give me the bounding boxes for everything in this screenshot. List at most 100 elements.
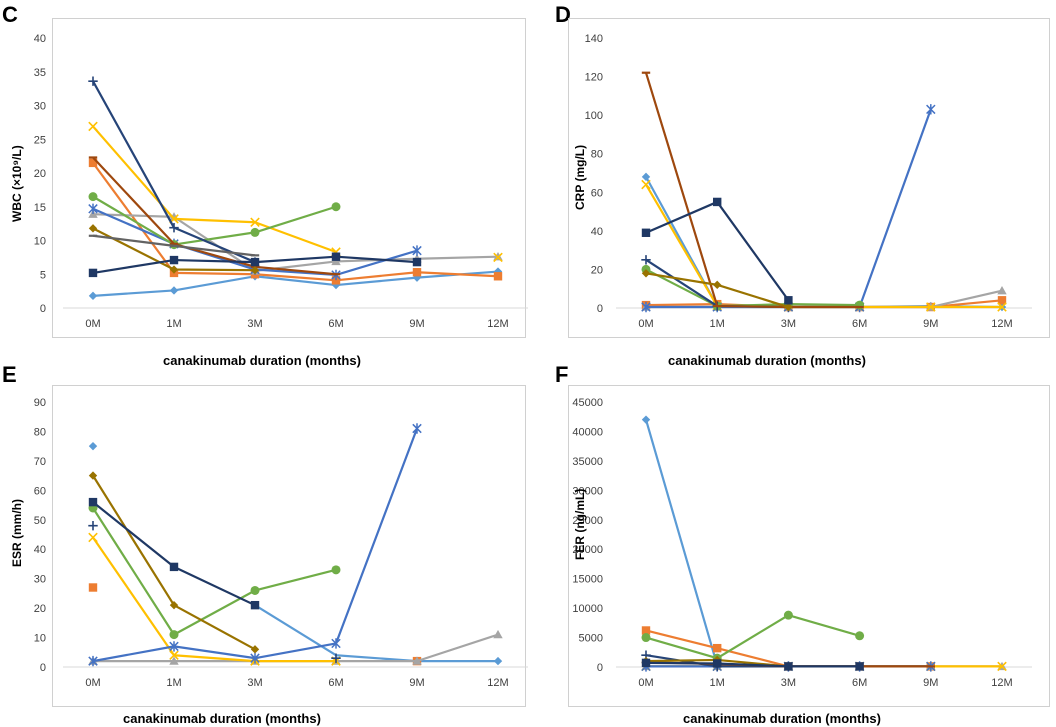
data-point bbox=[713, 643, 722, 653]
data-point bbox=[997, 285, 1007, 295]
data-point bbox=[331, 256, 341, 266]
data-point bbox=[169, 630, 179, 640]
y-tick-label: 80 bbox=[591, 149, 603, 161]
y-tick-label: 15000 bbox=[572, 574, 603, 586]
y-tick-label: 70 bbox=[34, 456, 46, 468]
series-4 bbox=[88, 121, 503, 263]
data-point bbox=[88, 497, 98, 507]
series-line bbox=[92, 507, 337, 636]
y-tick-label: 100 bbox=[585, 110, 603, 122]
data-point bbox=[331, 202, 341, 212]
data-point bbox=[412, 257, 422, 267]
series-9 bbox=[641, 269, 793, 312]
x-tick-label: 12M bbox=[487, 677, 508, 689]
plot-area-c bbox=[52, 18, 526, 338]
x-tick-label: 1M bbox=[166, 318, 181, 330]
data-point bbox=[88, 203, 98, 214]
series-6 bbox=[88, 192, 341, 250]
x-tick-label: 1M bbox=[710, 677, 725, 689]
data-point bbox=[331, 252, 341, 261]
data-point bbox=[331, 638, 341, 649]
data-point bbox=[88, 583, 98, 592]
series-10 bbox=[641, 197, 793, 305]
data-point bbox=[250, 217, 260, 228]
data-point bbox=[88, 76, 98, 86]
x-tick-label: 3M bbox=[247, 677, 262, 689]
series-line bbox=[92, 536, 336, 663]
y-tick-label: 20 bbox=[591, 264, 603, 276]
data-point bbox=[855, 631, 865, 641]
data-point bbox=[331, 653, 341, 663]
y-tick-label: 40 bbox=[34, 544, 46, 556]
panel-letter-e: E bbox=[2, 362, 17, 387]
data-point bbox=[412, 268, 422, 277]
data-point bbox=[412, 656, 422, 665]
data-point bbox=[88, 471, 98, 480]
data-point bbox=[169, 562, 179, 572]
data-point bbox=[713, 197, 722, 207]
series-10 bbox=[641, 658, 864, 671]
x-tick-label: 6M bbox=[852, 318, 867, 330]
data-point bbox=[713, 280, 722, 290]
series-9 bbox=[88, 224, 260, 275]
x-tick-label: 0M bbox=[85, 318, 100, 330]
x-tick-label: 6M bbox=[328, 677, 343, 689]
y-tick-label: 25000 bbox=[572, 515, 603, 527]
data-point bbox=[250, 652, 260, 664]
x-tick-label: 9M bbox=[923, 677, 938, 689]
x-tick-label: 12M bbox=[991, 318, 1012, 330]
x-tick-label: 0M bbox=[638, 677, 653, 689]
series-6 bbox=[88, 423, 422, 667]
data-point bbox=[250, 257, 260, 267]
data-point bbox=[641, 255, 651, 265]
data-point bbox=[169, 255, 179, 265]
x-tick-label: 3M bbox=[781, 677, 796, 689]
y-tick-label: 0 bbox=[597, 662, 603, 674]
y-tick-label: 20 bbox=[34, 603, 46, 615]
y-tick-label: 45000 bbox=[572, 397, 603, 409]
series-line bbox=[645, 614, 860, 660]
data-point bbox=[331, 565, 341, 575]
series-9 bbox=[88, 471, 260, 654]
data-point bbox=[250, 600, 260, 610]
x-tick-label: 6M bbox=[852, 677, 867, 689]
data-point bbox=[88, 158, 98, 168]
series-line bbox=[644, 72, 860, 309]
y-tick-label: 0 bbox=[40, 303, 46, 315]
y-tick-label: 35000 bbox=[572, 456, 603, 468]
data-point bbox=[88, 532, 98, 543]
plot-area-f bbox=[568, 385, 1050, 707]
data-point bbox=[88, 291, 98, 301]
data-point bbox=[88, 655, 98, 667]
x-tick-label: 12M bbox=[487, 318, 508, 330]
x-tick-label: 1M bbox=[710, 318, 725, 330]
x-tick-label: 9M bbox=[409, 318, 424, 330]
data-point bbox=[493, 629, 503, 639]
data-point bbox=[250, 645, 260, 654]
y-tick-label: 0 bbox=[597, 303, 603, 315]
series-2 bbox=[254, 604, 498, 663]
data-point bbox=[997, 302, 1007, 312]
y-tick-label: 20000 bbox=[572, 544, 603, 556]
data-point bbox=[641, 172, 651, 182]
panel-letter-d: D bbox=[555, 2, 571, 27]
data-point bbox=[88, 121, 98, 132]
y-tick-label: 30000 bbox=[572, 485, 603, 497]
y-tick-label: 140 bbox=[585, 33, 603, 45]
y-tick-label: 10 bbox=[34, 633, 46, 645]
y-tick-label: 10000 bbox=[572, 603, 603, 615]
data-point bbox=[997, 296, 1007, 305]
series-1 bbox=[641, 415, 935, 671]
x-tick-label: 0M bbox=[85, 677, 100, 689]
x-axis-label-c: canakinumab duration (months) bbox=[163, 353, 361, 368]
y-tick-label: 20 bbox=[34, 168, 46, 180]
data-point bbox=[783, 610, 793, 620]
data-point bbox=[250, 585, 260, 595]
y-tick-label: 10 bbox=[34, 236, 46, 248]
data-point bbox=[169, 286, 179, 295]
x-axis-label-e: canakinumab duration (months) bbox=[123, 711, 321, 726]
series-11 bbox=[88, 252, 422, 278]
data-point bbox=[88, 520, 98, 531]
